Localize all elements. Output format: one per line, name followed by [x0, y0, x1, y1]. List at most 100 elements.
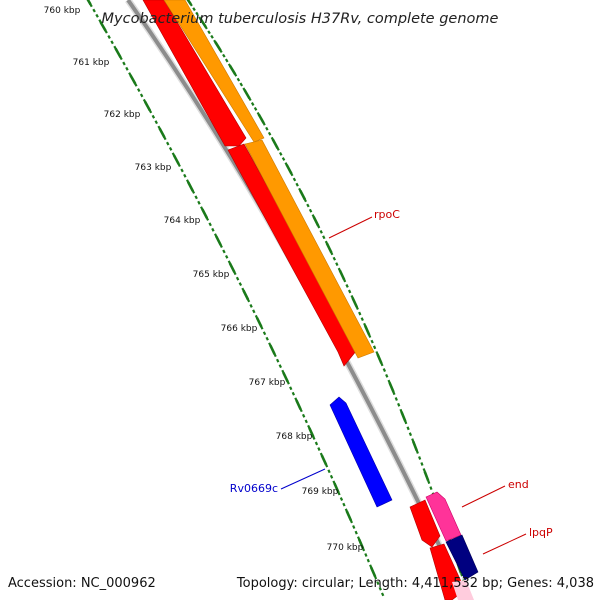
outer-track-major-tick	[325, 242, 333, 253]
inner-track-minor-tick	[301, 413, 306, 418]
inner-track-minor-tick	[171, 152, 176, 157]
kbp-tick-label: 763 kbp	[135, 163, 172, 173]
label-end[interactable]: end	[508, 478, 529, 491]
inner-track-major-tick	[308, 427, 315, 438]
outer-track-major-tick	[271, 138, 279, 149]
inner-track-minor-tick	[233, 271, 237, 276]
inner-track-minor-tick	[238, 282, 243, 287]
inner-track-minor-tick	[191, 189, 196, 194]
inner-track-minor-tick	[361, 547, 366, 552]
outer-track-major-tick	[400, 411, 407, 422]
inner-track-minor-tick	[349, 519, 354, 524]
outer-track-minor-tick	[233, 72, 238, 77]
inner-track-major-tick	[333, 482, 340, 494]
outer-track-minor-tick	[345, 284, 349, 288]
inner-track-major-tick	[114, 47, 122, 58]
outer-track-minor-tick	[207, 30, 211, 35]
outer-track-minor-tick	[279, 151, 283, 156]
outer-track-minor-tick	[316, 224, 321, 229]
inner-track-major-tick	[269, 344, 276, 355]
outer-track-major-tick	[243, 89, 251, 100]
gene-feature-Rv0669c[interactable]	[329, 396, 393, 508]
inner-track-minor-tick	[262, 331, 267, 336]
outer-track-major-tick	[228, 65, 237, 75]
label-rpoC[interactable]: rpoC	[374, 208, 400, 221]
outer-track-major-tick	[388, 382, 395, 393]
kbp-tick-label: 762 kbp	[104, 110, 141, 120]
outer-track-minor-tick	[250, 102, 255, 106]
inner-track-minor-tick	[373, 575, 378, 580]
inner-track-minor-tick	[354, 530, 358, 535]
outer-track-minor-tick	[415, 450, 419, 454]
outer-track-minor-tick	[290, 172, 294, 177]
inner-track-minor-tick	[208, 222, 212, 227]
gene-feature-red-2[interactable]	[409, 499, 441, 548]
inner-track-minor-tick	[304, 419, 308, 424]
gene-feature-orange-1[interactable]	[163, 0, 265, 143]
inner-track-minor-tick	[222, 249, 226, 254]
inner-track-minor-tick	[197, 200, 201, 205]
inner-track-minor-tick	[180, 168, 184, 173]
genome-summary-text: Topology: circular; Length: 4,411,532 bp…	[236, 576, 594, 591]
outer-track-minor-tick	[363, 322, 367, 327]
inner-track-major-tick	[86, 0, 92, 5]
inner-track-minor-tick	[92, 8, 96, 13]
label-lpqP[interactable]: lpqP	[529, 526, 553, 539]
inner-track-major-tick	[255, 317, 263, 328]
gene-feature-end[interactable]	[425, 491, 462, 542]
gene-feature-faint	[452, 580, 474, 600]
outer-track-minor-tick	[420, 462, 424, 466]
outer-track-minor-tick	[355, 306, 359, 310]
outer-track-minor-tick	[370, 339, 374, 344]
inner-track-minor-tick	[205, 216, 210, 221]
inner-track-minor-tick	[327, 469, 331, 474]
inner-track-minor-tick	[291, 391, 296, 396]
outer-track-minor-tick	[219, 49, 223, 53]
outer-track-minor-tick	[319, 230, 323, 234]
inner-track-minor-tick	[352, 525, 356, 529]
outer-track-major-tick	[364, 325, 371, 336]
outer-track-minor-tick	[276, 146, 280, 151]
inner-track-major-tick	[129, 74, 137, 85]
kbp-tick-label: 760 kbp	[44, 6, 81, 16]
outer-track-minor-tick	[295, 182, 299, 187]
outer-track-minor-tick	[262, 121, 266, 126]
outer-track-major-tick	[376, 353, 383, 364]
inner-track-minor-tick	[265, 336, 269, 341]
outer-track-minor-tick	[192, 7, 196, 12]
inner-track-major-tick	[99, 21, 107, 32]
outer-track-minor-tick	[308, 208, 313, 213]
inner-track-major-tick	[295, 399, 302, 410]
inner-track-minor-tick	[380, 592, 385, 597]
inner-track-minor-tick	[235, 276, 240, 281]
label-Rv0669c[interactable]: Rv0669c	[230, 482, 278, 495]
outer-track-minor-tick	[392, 391, 396, 396]
outer-track-minor-tick	[253, 106, 258, 111]
outer-track-minor-tick	[460, 572, 464, 577]
inner-track-minor-tick	[214, 233, 218, 238]
inner-track-major-tick	[215, 235, 222, 246]
inner-track-minor-tick	[314, 441, 319, 446]
inner-track-major-tick	[242, 289, 250, 301]
outer-track-major-tick	[338, 269, 346, 281]
gene-feature-lpqP[interactable]	[445, 534, 479, 581]
inner-track-major-tick	[143, 101, 152, 112]
outer-track-major-tick	[285, 164, 293, 175]
accession-text: Accession: NC_000962	[8, 576, 156, 591]
gene-feature-rpoC-red[interactable]	[227, 143, 358, 367]
inner-track-minor-tick	[107, 35, 111, 39]
inner-track-minor-tick	[281, 369, 285, 374]
inner-track-minor-tick	[342, 502, 346, 507]
gene-feature-rpoC-orange[interactable]	[244, 139, 375, 359]
outer-track-minor-tick	[322, 235, 326, 240]
inner-track-minor-tick	[289, 386, 293, 391]
gene-labels: rpoC end lpqP Rv0669c	[230, 208, 553, 539]
outer-track-minor-tick	[399, 408, 403, 413]
gene-feature-red-1[interactable]	[142, 0, 247, 147]
inner-track-minor-tick	[98, 19, 102, 24]
tick-marks	[86, 0, 470, 597]
inner-track-minor-tick	[151, 114, 156, 119]
inner-track-major-tick	[282, 372, 289, 383]
inner-track-minor-tick	[125, 66, 129, 71]
inner-track-minor-tick	[89, 3, 93, 8]
